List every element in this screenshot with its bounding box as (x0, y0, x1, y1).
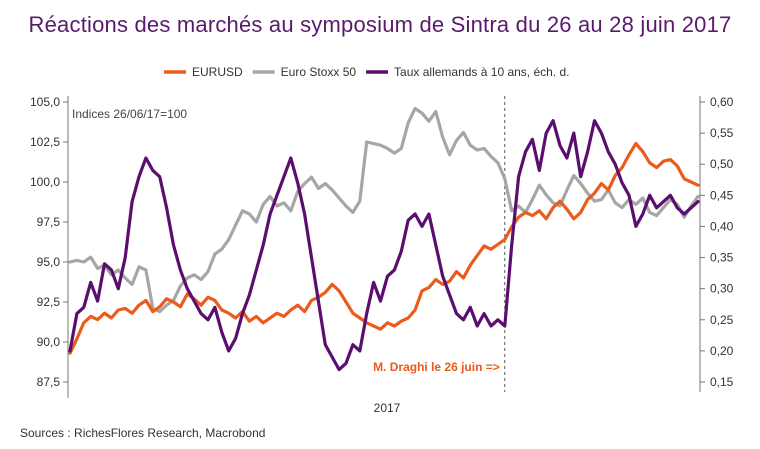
left-tick-label: 87,5 (37, 375, 61, 389)
right-tick-label: 0,35 (710, 251, 734, 265)
left-tick-label: 90,0 (37, 335, 61, 349)
left-tick-label: 95,0 (37, 255, 61, 269)
legend-label: EURUSD (192, 65, 243, 79)
series-line-eurusd (68, 142, 700, 355)
left-tick-label: 97,5 (37, 215, 61, 229)
left-tick-label: 100,0 (30, 175, 60, 189)
series-line-euro-stoxx-50 (68, 106, 700, 314)
legend: EURUSD Euro Stoxx 50 Taux allemands à 10 a… (164, 65, 570, 79)
series-line-taux-allemands-10-ans-ch-d (68, 119, 700, 372)
right-tick-label: 0,55 (710, 126, 734, 140)
x-tick-label: 2017 (374, 401, 401, 415)
base-note: Indices 26/06/17=100 (72, 107, 187, 121)
legend-label: Taux allemands à 10 ans, éch. d. (394, 65, 569, 79)
right-tick-label: 0,50 (710, 157, 734, 171)
right-tick-label: 0,45 (710, 188, 734, 202)
draghi-annotation: M. Draghi le 26 juin => (373, 360, 500, 374)
series-lines (68, 106, 700, 372)
right-tick-label: 0,15 (710, 375, 734, 389)
right-tick-label: 0,60 (710, 95, 734, 109)
right-tick-label: 0,25 (710, 313, 734, 327)
right-tick-label: 0,20 (710, 344, 734, 358)
left-tick-label: 105,0 (30, 95, 60, 109)
left-tick-label: 92,5 (37, 295, 61, 309)
left-tick-label: 102,5 (30, 135, 60, 149)
right-tick-label: 0,40 (710, 219, 734, 233)
chart-title: Réactions des marchés au symposium de Si… (28, 12, 732, 37)
legend-label: Euro Stoxx 50 (281, 65, 357, 79)
source-note: Sources : RichesFlores Research, Macrobo… (20, 426, 266, 440)
axes: 87,5 90,0 92,5 95,0 97,5 100,0 102,5 105,0 0,15 0… (30, 95, 734, 398)
right-tick-label: 0,30 (710, 282, 734, 296)
